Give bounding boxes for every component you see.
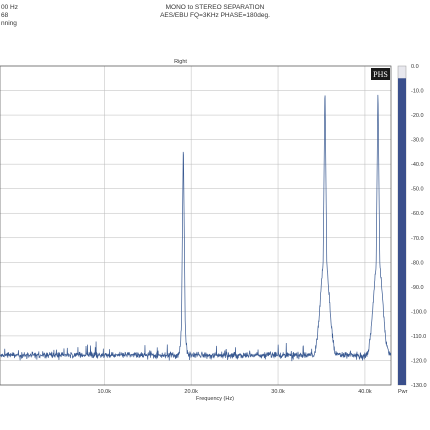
plot-title: Right (174, 59, 187, 65)
meter-label: Pwr (398, 389, 408, 395)
y-tick-label: -90.0 (411, 285, 424, 291)
header-left: 00 Hz 68 nning (1, 4, 18, 28)
y-tick-label: -130.0 (411, 383, 427, 389)
y-tick-label: -30.0 (411, 138, 424, 144)
y-tick-label: -80.0 (411, 260, 424, 266)
x-tick-label: 30.0k (271, 389, 285, 395)
y-tick-label: 0.0 (411, 64, 419, 70)
meter-fill (398, 78, 406, 386)
axes: 0.0 -10.0 -20.0 -30.0 -40.0 -50.0 -60.0 -70.0 -8… (0, 64, 427, 395)
chart-heading: MONO to STEREO SEPARATION (165, 4, 265, 11)
chart-subheading: AES/EBU FQ=3KHz PHASE=180deg. (160, 12, 270, 19)
header-left-line: 68 (1, 12, 9, 19)
spectrum-trace (0, 94, 392, 362)
y-tick-label: -40.0 (411, 162, 424, 168)
y-tick-label: -20.0 (411, 113, 424, 119)
trace-layer (0, 94, 392, 362)
header-left-line: nning (1, 20, 17, 27)
y-tick-label: -70.0 (411, 236, 424, 242)
badge-box (371, 68, 390, 80)
x-tick-label: 20.0k (184, 389, 198, 395)
level-meter (397, 65, 407, 386)
y-tick-label: -10.0 (411, 89, 424, 95)
y-tick-label: -110.0 (411, 334, 426, 340)
y-tick-label: -120.0 (411, 358, 427, 364)
header-left-line: 00 Hz (1, 4, 18, 11)
y-tick-label: -50.0 (411, 187, 424, 193)
x-tick-label: 40.0k (358, 389, 372, 395)
plot-frame (0, 65, 392, 386)
x-axis-label: Frequency (Hz) (196, 396, 234, 402)
phs-badge: PHS (371, 68, 390, 80)
badge-label: PHS (373, 70, 388, 79)
y-tick-label: -60.0 (411, 211, 424, 217)
chart-header: MONO to STEREO SEPARATION AES/EBU FQ=3KH… (0, 4, 430, 20)
y-tick-label: -100.0 (411, 309, 427, 315)
x-tick-label: 10.0k (98, 389, 112, 395)
